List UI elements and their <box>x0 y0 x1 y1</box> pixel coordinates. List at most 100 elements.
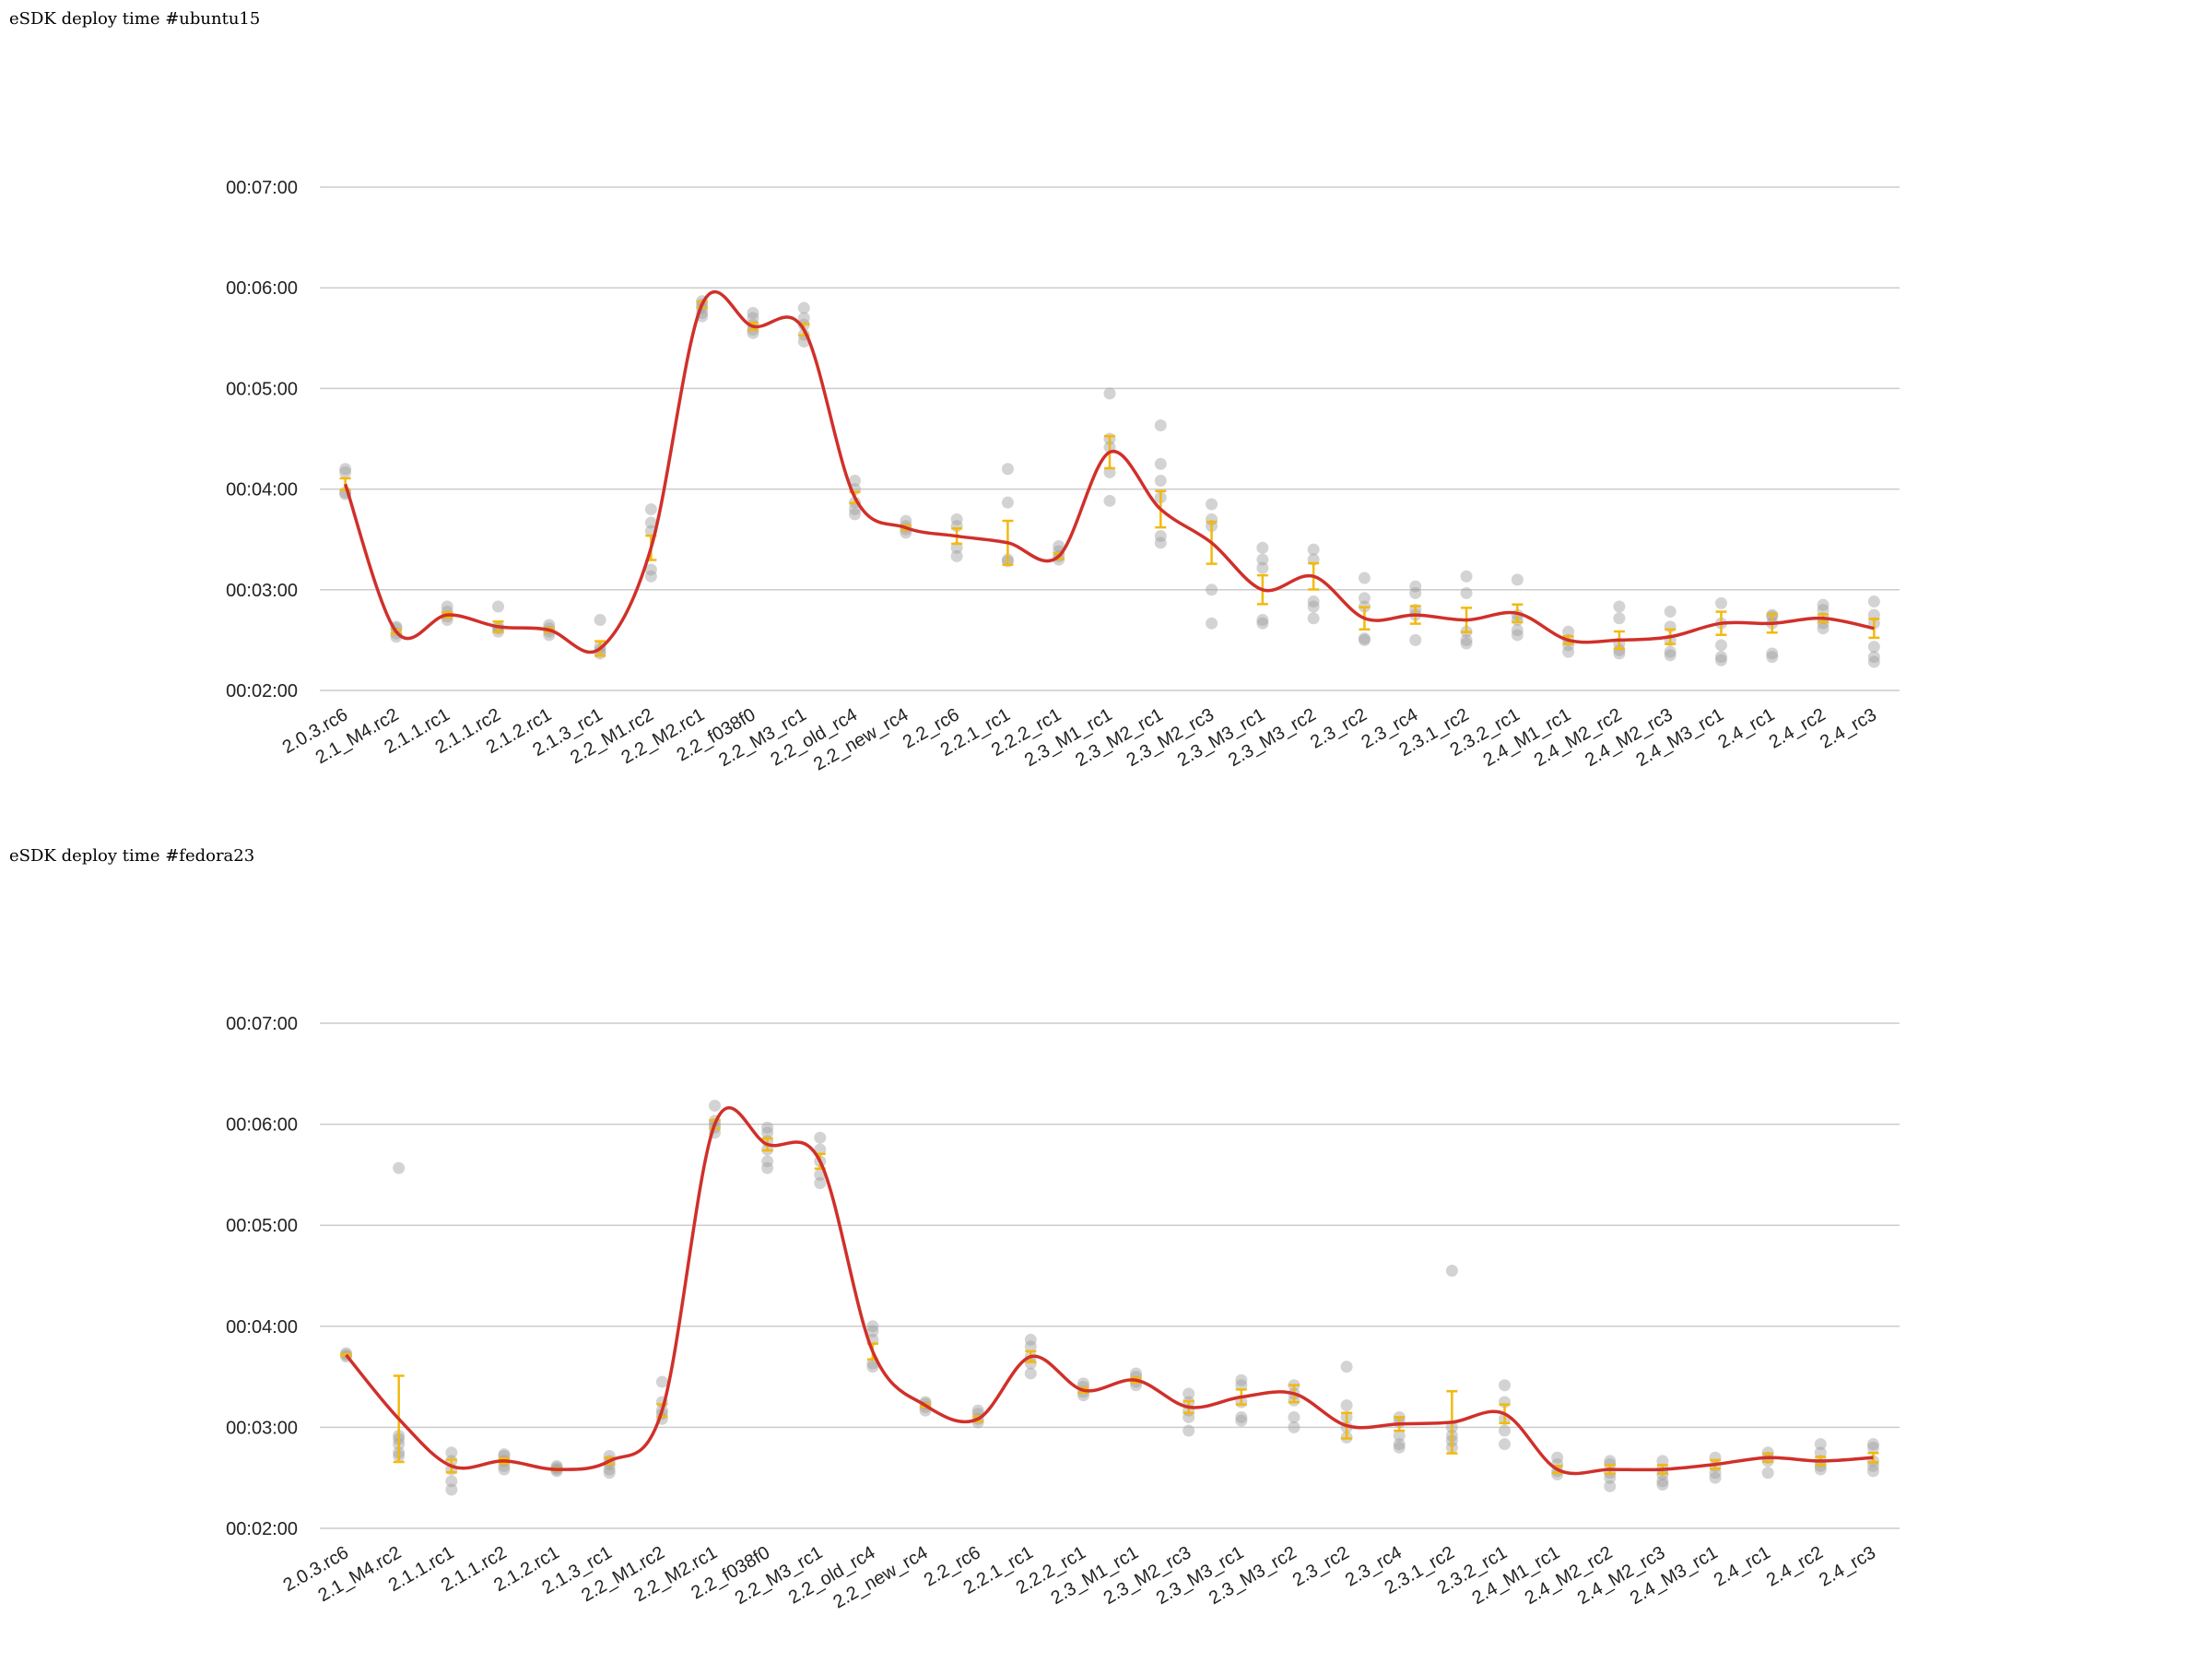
data-point <box>441 600 453 613</box>
trend-line <box>345 1106 1874 1476</box>
data-point <box>1307 595 1320 608</box>
data-point <box>1866 1441 1879 1454</box>
chart-ubuntu15: 00:02:00 00:03:00 00:04:00 00:05:00 00:06:00… <box>226 178 1900 775</box>
data-point <box>1024 1367 1037 1380</box>
data-point <box>1256 541 1269 554</box>
data-point <box>1235 1410 1248 1423</box>
data-point <box>1154 530 1167 543</box>
data-point <box>1001 496 1014 509</box>
data-point <box>1867 641 1880 654</box>
data-point <box>1077 1377 1089 1390</box>
y-tick-label: 00:02:00 <box>226 681 298 701</box>
data-point <box>1499 1379 1511 1392</box>
data-point <box>1817 598 1830 611</box>
data-point <box>1613 643 1626 656</box>
data-point <box>900 514 912 527</box>
data-point <box>1024 1333 1037 1346</box>
data-point <box>971 1404 984 1417</box>
data-point <box>1288 1421 1300 1433</box>
data-point <box>761 1155 774 1168</box>
data-point <box>498 1463 511 1476</box>
data-point <box>1206 584 1218 596</box>
data-point <box>747 312 759 324</box>
data-point <box>1511 573 1524 586</box>
data-point <box>1664 605 1677 618</box>
data-point <box>1656 1475 1669 1488</box>
data-point <box>1235 1414 1248 1427</box>
data-point <box>1866 1438 1879 1451</box>
data-point <box>603 1467 616 1479</box>
data-point <box>814 1177 827 1190</box>
data-point <box>1656 1479 1669 1491</box>
data-point <box>1714 654 1727 666</box>
y-tick-label: 00:02:00 <box>226 1519 298 1539</box>
data-point <box>950 513 963 525</box>
data-point <box>1814 1438 1827 1451</box>
data-point <box>1393 1441 1406 1454</box>
data-point <box>644 563 657 576</box>
data-point <box>1766 651 1779 664</box>
chart-fedora23: 00:02:00 00:03:00 00:04:00 00:05:00 00:06:00… <box>226 1014 1900 1613</box>
data-point <box>1867 651 1880 664</box>
data-point <box>1103 494 1116 507</box>
y-tick-label: 00:07:00 <box>226 1014 298 1034</box>
y-tick-label: 00:04:00 <box>226 480 298 501</box>
data-point <box>1499 1424 1511 1437</box>
data-point <box>1182 1424 1195 1437</box>
data-point <box>1613 600 1626 613</box>
data-point <box>1340 1361 1353 1373</box>
data-point <box>445 1483 458 1496</box>
data-point <box>1393 1438 1406 1451</box>
data-point <box>1206 498 1218 511</box>
chart-title-ubuntu15: eSDK deploy time #ubuntu15 <box>9 9 261 29</box>
data-point <box>1256 553 1269 566</box>
data-point <box>1409 580 1422 593</box>
data-point <box>747 307 759 319</box>
data-point <box>1499 1438 1511 1451</box>
data-point <box>1182 1387 1195 1400</box>
data-point <box>1460 637 1473 650</box>
data-point <box>1206 617 1218 630</box>
data-point <box>849 502 862 515</box>
data-point <box>1814 1463 1827 1476</box>
data-point <box>866 1325 879 1338</box>
data-point <box>1307 600 1320 613</box>
data-point <box>761 1161 774 1174</box>
y-tick-label: 00:05:00 <box>226 1216 298 1236</box>
data-point <box>339 466 352 478</box>
data-point <box>1511 629 1524 642</box>
data-point <box>1551 1451 1564 1464</box>
data-point <box>797 312 810 324</box>
data-point <box>1761 1467 1774 1479</box>
data-point <box>1393 1430 1406 1443</box>
data-point <box>1445 1265 1458 1278</box>
data-point <box>1817 604 1830 617</box>
data-point <box>814 1131 827 1144</box>
data-point <box>1409 586 1422 599</box>
data-point <box>1613 647 1626 660</box>
y-tick-label: 00:04:00 <box>226 1317 298 1338</box>
x-tick-label: 2.4_rc1 <box>1714 704 1778 752</box>
y-tick-label: 00:03:00 <box>226 1418 298 1438</box>
data-point <box>594 614 606 627</box>
data-point <box>1714 639 1727 652</box>
data-point <box>1154 457 1167 470</box>
data-point <box>644 502 657 515</box>
data-point <box>1562 625 1575 638</box>
x-tick-label: 2.4_rc1 <box>1711 1542 1774 1590</box>
data-point <box>866 1361 879 1373</box>
data-point <box>498 1448 511 1461</box>
x-tick-label: 2.3_rc2 <box>1307 704 1371 752</box>
data-point <box>1358 632 1371 645</box>
y-tick-label: 00:07:00 <box>226 178 298 198</box>
data-point <box>1709 1471 1722 1484</box>
data-point <box>1053 539 1065 552</box>
data-point <box>1814 1446 1827 1459</box>
data-point <box>1307 543 1320 556</box>
data-point <box>1024 1340 1037 1353</box>
data-point <box>1154 536 1167 549</box>
data-point <box>1288 1410 1300 1423</box>
data-point <box>1256 614 1269 627</box>
data-point <box>1358 633 1371 646</box>
data-point <box>1024 1357 1037 1370</box>
